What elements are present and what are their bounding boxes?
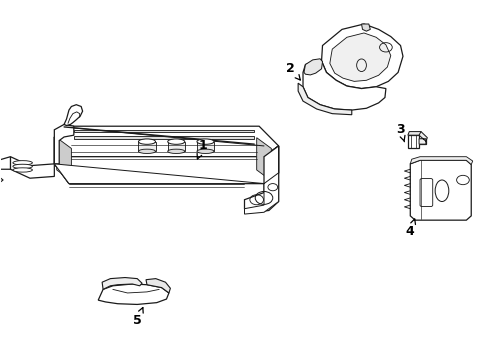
Text: 4: 4 xyxy=(405,219,415,238)
Polygon shape xyxy=(418,132,427,144)
Text: 3: 3 xyxy=(395,123,404,142)
Polygon shape xyxy=(329,33,390,81)
Polygon shape xyxy=(407,132,420,135)
Polygon shape xyxy=(146,279,170,293)
Ellipse shape xyxy=(138,149,155,153)
Polygon shape xyxy=(54,137,278,184)
Polygon shape xyxy=(64,105,82,126)
Text: 1: 1 xyxy=(197,139,207,159)
Polygon shape xyxy=(54,125,74,164)
Polygon shape xyxy=(138,141,155,151)
Text: 2: 2 xyxy=(286,62,300,80)
Polygon shape xyxy=(54,164,278,214)
Polygon shape xyxy=(256,138,271,181)
Ellipse shape xyxy=(13,168,32,172)
Ellipse shape xyxy=(167,139,184,144)
Polygon shape xyxy=(409,157,472,165)
Ellipse shape xyxy=(138,139,155,144)
Polygon shape xyxy=(0,176,3,187)
Polygon shape xyxy=(57,138,71,181)
Ellipse shape xyxy=(167,149,184,153)
Polygon shape xyxy=(74,136,254,139)
Polygon shape xyxy=(54,137,69,184)
Polygon shape xyxy=(321,24,402,89)
Ellipse shape xyxy=(13,161,32,165)
Polygon shape xyxy=(74,130,254,132)
Polygon shape xyxy=(0,157,10,176)
Polygon shape xyxy=(167,141,184,151)
Text: 5: 5 xyxy=(133,307,143,327)
Polygon shape xyxy=(10,157,54,178)
Polygon shape xyxy=(54,126,278,157)
Polygon shape xyxy=(409,160,470,220)
Polygon shape xyxy=(298,83,351,115)
Ellipse shape xyxy=(197,149,214,153)
Polygon shape xyxy=(361,24,369,31)
Ellipse shape xyxy=(13,164,32,168)
Polygon shape xyxy=(98,284,168,305)
Polygon shape xyxy=(303,61,385,110)
Polygon shape xyxy=(244,146,278,212)
Polygon shape xyxy=(102,278,142,289)
Polygon shape xyxy=(197,141,214,151)
Polygon shape xyxy=(407,135,425,148)
Polygon shape xyxy=(264,146,278,184)
Polygon shape xyxy=(304,59,322,75)
Ellipse shape xyxy=(197,139,214,144)
